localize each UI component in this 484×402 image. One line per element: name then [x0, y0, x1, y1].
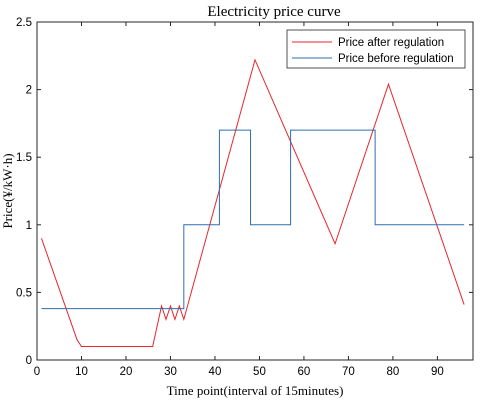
- series-line-before-regulation: [41, 129, 465, 310]
- y-axis-label: Price(¥/kW·h): [0, 153, 15, 228]
- x-tick-label: 60: [298, 366, 311, 378]
- x-tick-label: 50: [253, 366, 266, 378]
- y-tick-label: 2.5: [16, 17, 32, 29]
- x-tick-label: 0: [34, 366, 40, 378]
- x-tick-label: 30: [164, 366, 177, 378]
- x-tick-label: 40: [209, 366, 222, 378]
- plot-frame: [36, 21, 474, 361]
- x-axis: 0 10 20 30 40 50 60 70 80 90: [34, 22, 444, 378]
- y-tick-label: 1: [26, 220, 32, 232]
- x-tick-label: 20: [120, 366, 133, 378]
- x-axis-label: Time point(interval of 15minutes): [167, 383, 344, 398]
- legend-label-after: Price after regulation: [338, 37, 444, 49]
- series-line-after-regulation: [40, 58, 465, 347]
- x-tick-label: 80: [387, 366, 400, 378]
- y-tick-label: 1.5: [16, 152, 32, 164]
- chart-title: Electricity price curve: [207, 4, 341, 20]
- legend-box: [286, 29, 466, 69]
- legend: Price after regulation Price before regu…: [286, 29, 466, 69]
- y-tick-label: 0.5: [16, 287, 32, 299]
- y-axis: 0 0.5 1 1.5 2 2.5: [16, 17, 473, 367]
- y-tick-label: 0: [26, 355, 32, 367]
- x-tick-label: 70: [342, 366, 355, 378]
- series-layer: [40, 58, 465, 347]
- x-tick-label: 10: [75, 366, 88, 378]
- legend-label-before: Price before regulation: [338, 53, 454, 65]
- x-tick-label: 90: [431, 366, 444, 378]
- y-tick-label: 2: [26, 85, 32, 97]
